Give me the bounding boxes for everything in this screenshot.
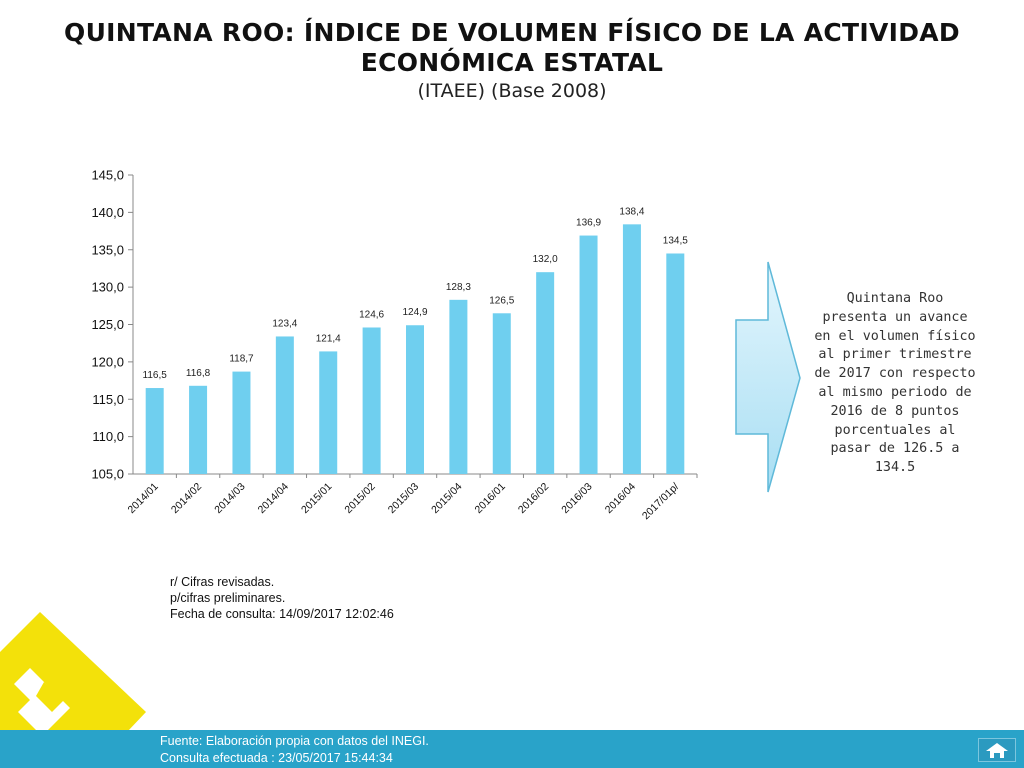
data-label: 118,7 [229,354,254,365]
data-label: 116,5 [143,370,168,381]
footer-query-timestamp: Consulta efectuada : 23/05/2017 15:44:34 [160,751,393,765]
bar [492,313,511,474]
data-label: 124,6 [359,309,384,320]
data-label: 134,5 [663,235,688,246]
bar [275,336,294,474]
data-label: 121,4 [316,333,341,344]
bar [232,371,251,474]
y-tick-label: 120,0 [91,354,124,369]
x-tick-label: 2015/02 [342,481,377,516]
bar [189,385,208,474]
footer-text: Fuente: Elaboración propia con datos del… [160,733,429,767]
page-title: QUINTANA ROO: ÍNDICE DE VOLUMEN FÍSICO D… [64,18,960,77]
home-icon [986,743,1008,758]
y-tick-label: 115,0 [92,392,124,407]
x-tick-label: 2016/03 [559,481,594,516]
chart-notes: r/ Cifras revisadas. p/cifras preliminar… [170,574,394,622]
bar [666,253,685,474]
data-label: 136,9 [576,218,601,229]
home-button[interactable] [978,738,1016,762]
chart-x-tick-labels: 2014/01 2014/02 2014/03 2014/04 2015/01 2015/… [125,474,698,523]
bar [319,351,338,474]
note-query-date: Fecha de consulta: 14/09/2017 12:02:46 [170,607,394,621]
x-tick-label: 2015/01 [299,481,334,516]
chart-bars [145,224,685,474]
bar [406,325,424,474]
x-tick-label: 2016/01 [473,481,508,516]
footer-bar: Fuente: Elaboración propia con datos del… [0,730,1024,768]
x-tick-label: 2016/02 [516,481,551,516]
bar [449,299,468,474]
y-tick-label: 105,0 [91,467,124,482]
bar [362,327,381,474]
data-label: 128,3 [446,282,471,293]
x-tick-label: 2016/04 [603,481,638,516]
x-tick-label: 2017/01p/ [640,481,682,523]
data-label: 124,9 [402,307,427,318]
chart-axes: 105,0 110,0 115,0 120,0 125,0 130,0 135,0 140,0… [91,168,697,482]
data-label: 123,4 [272,318,297,329]
page-subtitle: (ITAEE) (Base 2008) [417,80,607,102]
y-tick-label: 145,0 [91,168,124,183]
bar [145,388,164,474]
data-label: 126,5 [489,295,514,306]
bar [579,235,598,474]
x-tick-label: 2015/04 [429,481,464,516]
data-label: 132,0 [533,254,558,265]
bar [536,272,555,474]
bar [622,224,641,474]
x-tick-label: 2014/01 [125,481,160,516]
y-tick-label: 110,0 [92,429,124,444]
note-preliminary: p/cifras preliminares. [170,591,286,605]
data-label: 116,8 [186,368,211,379]
y-tick-label: 130,0 [91,280,124,295]
y-tick-label: 125,0 [91,317,124,332]
chart-data-labels: 116,5 116,8 118,7 123,4 121,4 124,6 124,9 128,3… [143,206,689,381]
yellow-geometric-logo-icon [0,612,146,752]
x-tick-label: 2014/02 [169,481,204,516]
right-arrow-icon [735,261,801,493]
data-label: 138,4 [619,206,644,217]
x-tick-label: 2015/03 [386,481,421,516]
callout-text: Quintana Roo presenta un avance en el vo… [814,291,976,476]
y-tick-label: 140,0 [91,205,124,220]
note-revised: r/ Cifras revisadas. [170,575,275,589]
x-tick-label: 2014/04 [256,481,291,516]
x-tick-label: 2014/03 [212,481,247,516]
footer-source: Fuente: Elaboración propia con datos del… [160,734,429,748]
y-tick-label: 135,0 [91,242,124,257]
